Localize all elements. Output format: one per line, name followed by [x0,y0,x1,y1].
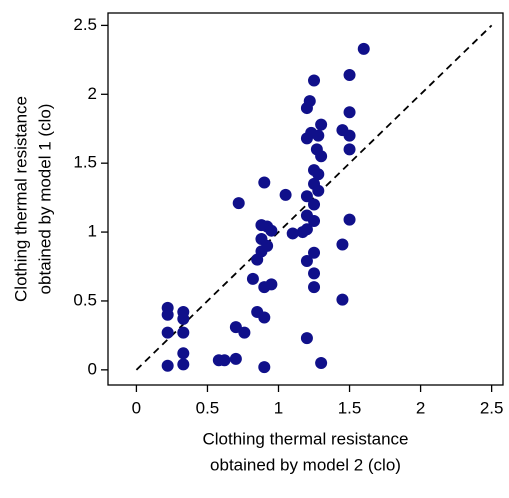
point [312,168,325,181]
point [161,359,174,372]
point [308,246,321,259]
point [300,190,313,203]
y-tick-label: 1.5 [73,153,97,172]
x-tick-label: 2.5 [480,398,504,417]
point [303,95,316,108]
point [161,308,174,321]
point [343,69,356,81]
y-tick-label: 2.5 [73,15,97,34]
point [343,106,356,119]
point [308,74,321,87]
x-tick-label: 1 [274,398,283,417]
identity-line [135,24,493,371]
point [343,129,356,142]
point [177,326,190,339]
point [315,118,328,131]
point [357,42,370,55]
y-tick-label: 2 [88,84,97,103]
point [312,184,325,197]
plot-frame [107,12,504,386]
x-axis-label: obtained by model 2 (clo) [210,455,401,474]
y-tick-label: 0.5 [73,290,97,309]
point [229,352,242,365]
point [343,213,356,226]
x-tick-label: 0.5 [196,398,220,417]
x-tick-label: 1.5 [338,398,362,417]
point [258,311,271,324]
point [312,129,325,142]
y-axis-label: Clothing thermal resistance [11,96,30,302]
point [279,188,292,201]
point [286,227,299,240]
point [177,347,190,360]
x-axis-label: Clothing thermal resistance [203,429,409,448]
point [261,239,274,252]
y-axis-label: obtained by model 1 (clo) [35,104,54,295]
y-tick-label: 0 [88,359,97,378]
point [308,267,321,280]
point [177,358,190,371]
point [161,326,174,339]
x-tick-label: 2 [416,398,425,417]
point [308,198,321,211]
point [265,278,278,291]
point [300,255,313,267]
point [300,223,313,236]
x-tick-label: 0 [132,398,141,417]
point [308,215,321,228]
point [218,354,231,367]
point [177,312,190,325]
point [300,332,313,345]
point [258,361,271,374]
point [265,224,278,237]
point [343,143,356,156]
point [336,293,349,306]
point [258,176,271,189]
point [232,197,245,210]
point [336,238,349,251]
point [315,150,328,163]
point [308,281,321,294]
point [229,321,242,334]
point [246,272,259,285]
point [238,326,251,339]
point [315,356,328,369]
y-tick-label: 1 [88,222,97,241]
